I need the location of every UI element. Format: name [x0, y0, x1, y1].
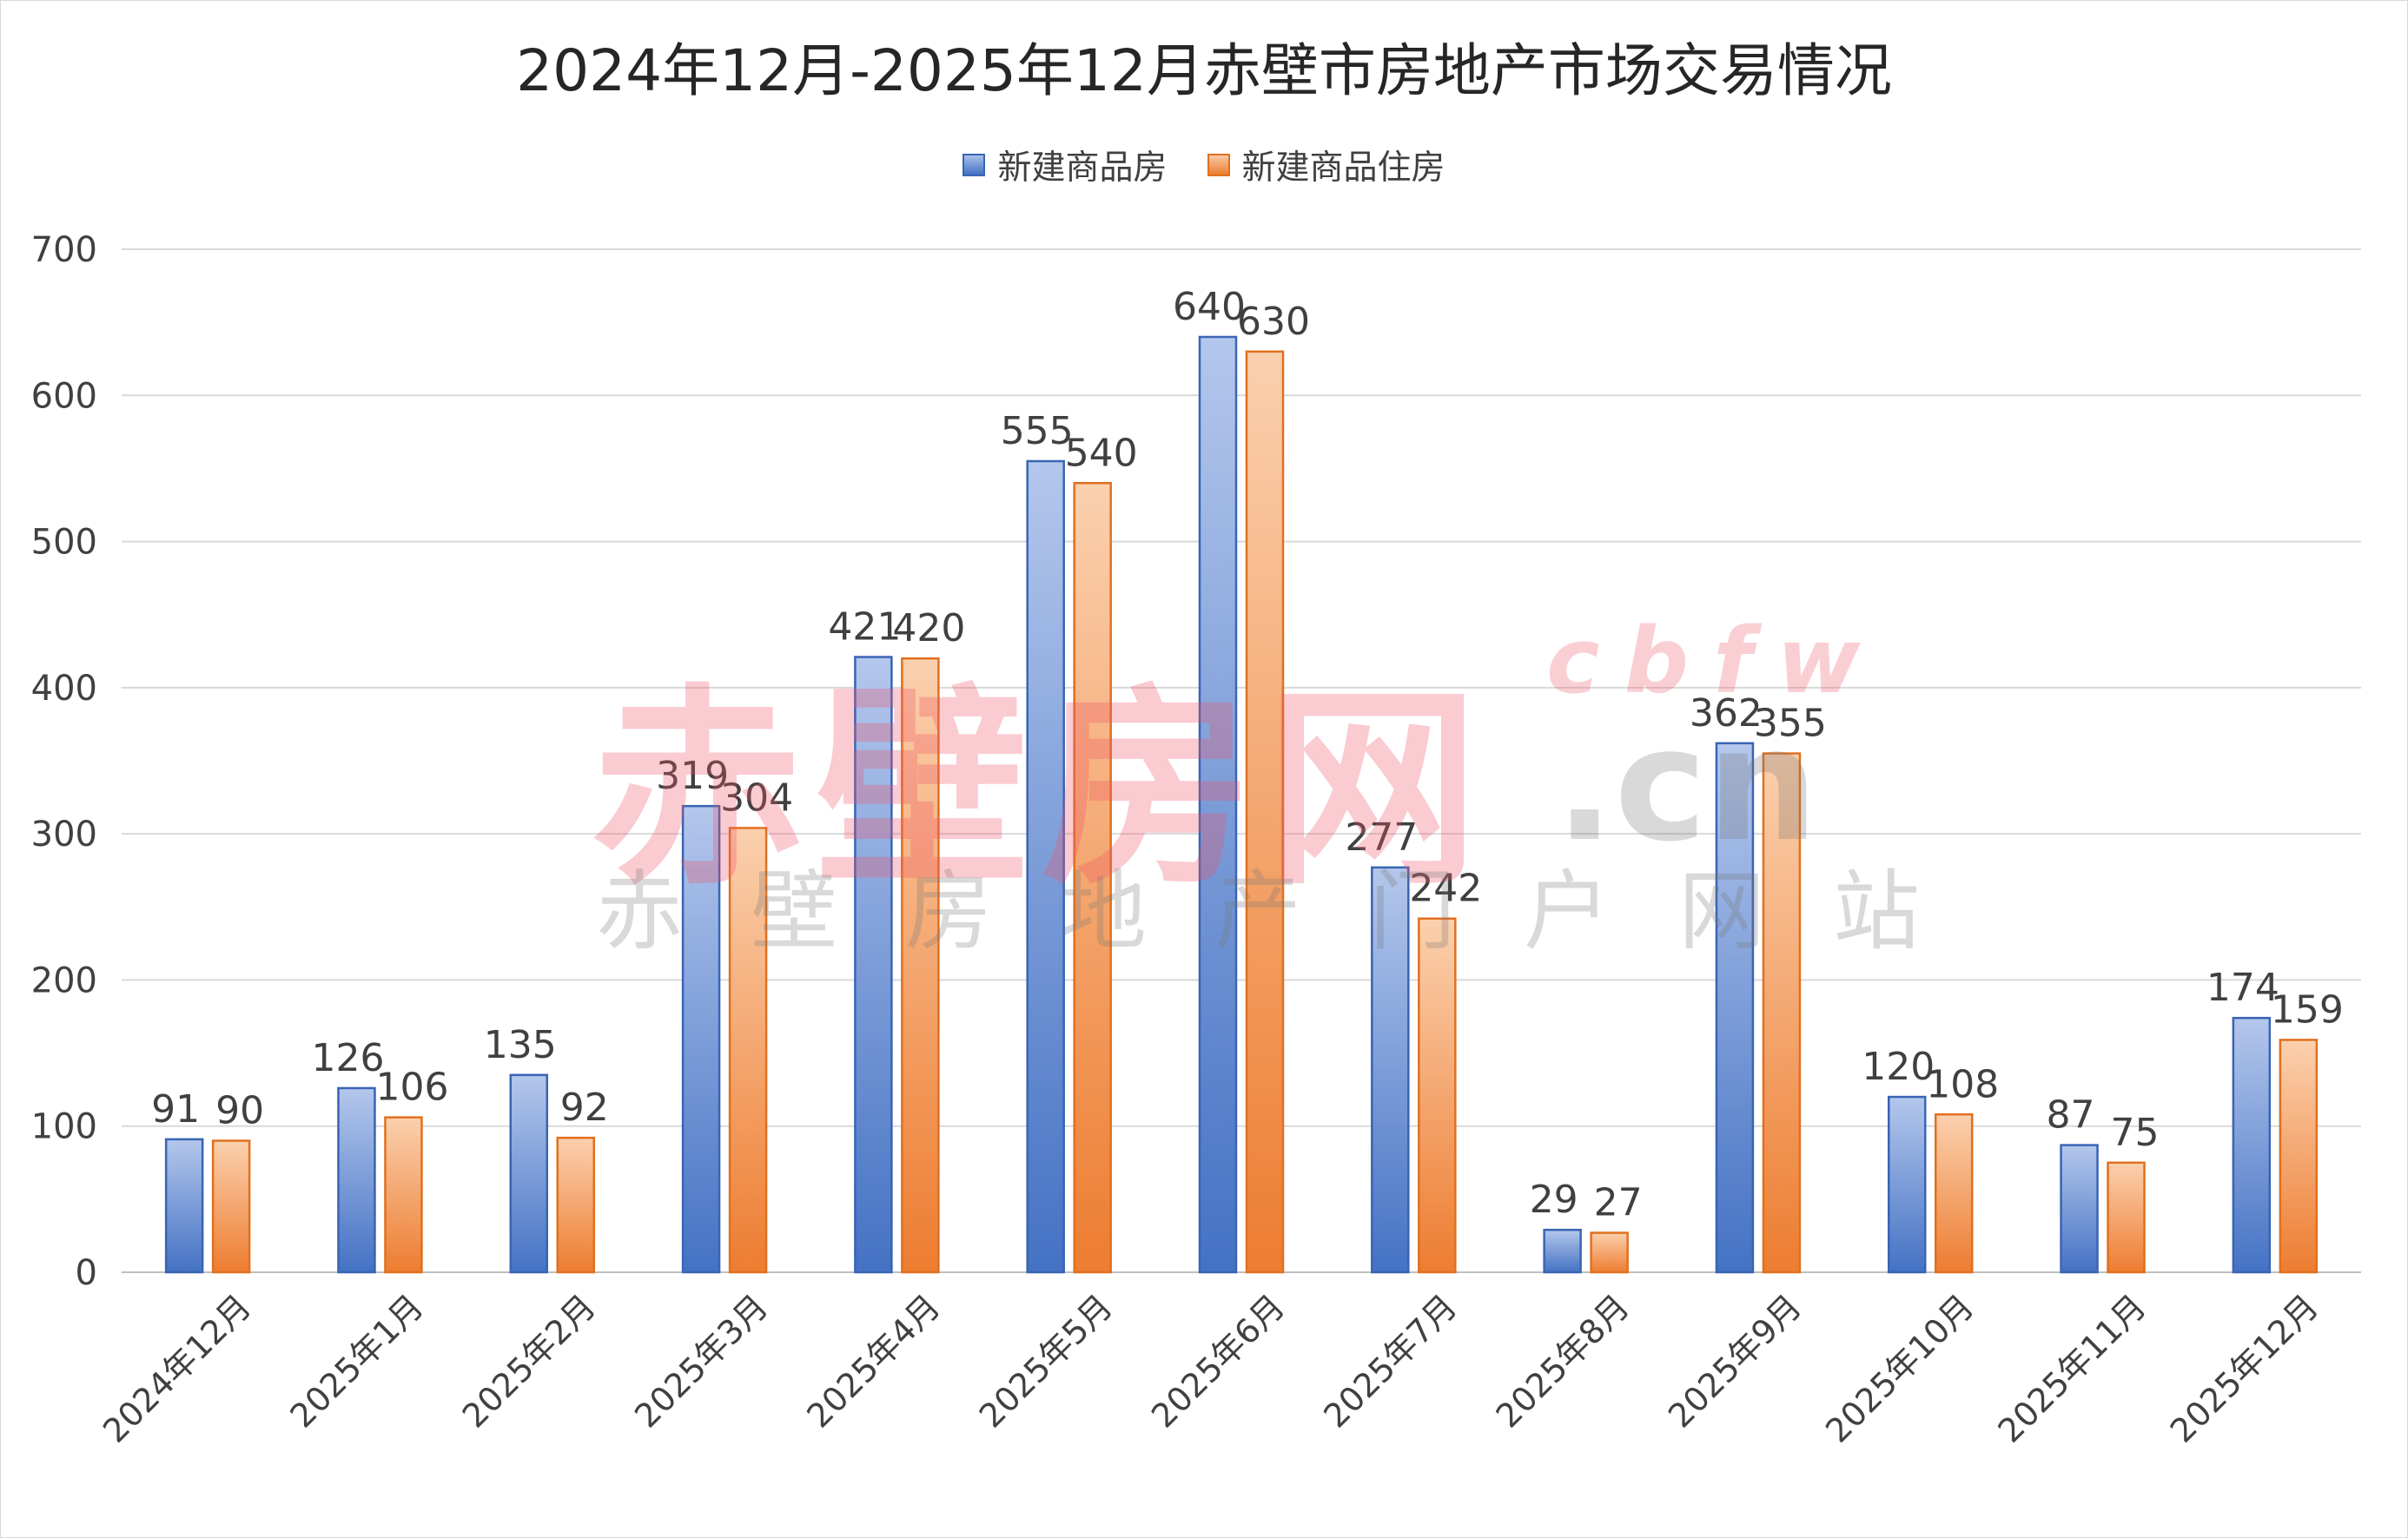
data-label-series-2: 630: [1237, 300, 1310, 344]
data-label-series-1: 87: [2047, 1093, 2095, 1138]
data-label-series-1: 29: [1530, 1178, 1578, 1222]
bar-series-1: [1371, 866, 1410, 1274]
bar-series-1: [509, 1073, 549, 1274]
legend-item-series-2: 新建商品住房: [1207, 141, 1445, 189]
bar-series-1: [854, 656, 893, 1274]
y-tick-label: 0: [76, 1253, 97, 1293]
bar-series-2: [2279, 1039, 2319, 1274]
watermark-subtitle: 赤壁房地产门户网站: [596, 861, 1988, 962]
x-tick-label: 2025年11月: [1990, 1287, 2153, 1449]
bar-series-2: [384, 1116, 423, 1274]
bar-series-1: [1715, 742, 1755, 1274]
y-tick-label: 700: [31, 230, 97, 270]
legend-swatch-series-2: [1207, 154, 1230, 176]
x-tick-label: 2025年12月: [2163, 1287, 2325, 1449]
legend-item-series-1: 新建商品房: [963, 141, 1168, 189]
x-tick-label: 2024年12月: [96, 1287, 258, 1449]
bars: [164, 335, 2319, 1274]
data-label-series-2: 242: [1409, 867, 1482, 911]
legend: 新建商品房 新建商品住房: [0, 141, 2408, 189]
x-tick-label: 2025年4月: [799, 1287, 947, 1435]
bar-series-2: [211, 1139, 251, 1274]
bar-series-1: [1543, 1228, 1582, 1274]
data-label-series-2: 304: [720, 776, 793, 820]
y-tick-label: 400: [31, 669, 97, 709]
bar-series-1: [337, 1086, 376, 1274]
data-label-series-1: 277: [1345, 815, 1418, 860]
bar-series-2: [556, 1136, 596, 1274]
y-tick-label: 600: [31, 376, 97, 416]
bar-series-2: [1073, 482, 1112, 1274]
bar-series-1: [164, 1138, 204, 1274]
x-tick-label: 2025年1月: [282, 1287, 430, 1435]
bar-series-2: [901, 657, 940, 1274]
data-label-series-2: 420: [892, 606, 965, 650]
x-axis: 2024年12月 2025年1月 2025年2月 2025年3月 2025年4月 2025…: [96, 1287, 2325, 1449]
watermark-url-bottom: .cn: [1555, 695, 1819, 876]
bar-series-2: [1934, 1113, 1974, 1274]
bar-series-1: [2060, 1144, 2099, 1274]
data-label-series-2: 540: [1065, 431, 1138, 475]
y-tick-label: 500: [31, 523, 97, 563]
x-tick-label: 2025年5月: [972, 1287, 1120, 1435]
bar-series-1: [1026, 459, 1065, 1274]
data-label-series-2: 75: [2111, 1111, 2160, 1155]
data-label-series-2: 108: [1926, 1062, 1999, 1106]
x-tick-label: 2025年6月: [1144, 1287, 1292, 1435]
y-tick-label: 300: [31, 815, 97, 855]
bar-series-2: [1245, 350, 1285, 1274]
y-tick-label: 100: [31, 1107, 97, 1147]
legend-label-series-1: 新建商品房: [997, 149, 1168, 188]
data-label-series-2: 90: [215, 1089, 264, 1133]
bar-series-2: [1590, 1231, 1629, 1274]
bar-series-1: [681, 804, 721, 1274]
y-tick-label: 200: [31, 960, 97, 1000]
data-label-series-2: 159: [2271, 987, 2344, 1032]
bar-series-2: [1418, 917, 1457, 1274]
x-tick-label: 2025年3月: [627, 1287, 775, 1435]
watermark-url-top: cbfw: [1546, 608, 1885, 714]
legend-swatch-series-1: [963, 154, 986, 176]
legend-label-series-2: 新建商品住房: [1241, 149, 1445, 188]
x-tick-label: 2025年8月: [1489, 1287, 1637, 1435]
bar-series-2: [1762, 752, 1802, 1274]
x-tick-label: 2025年2月: [455, 1287, 603, 1435]
data-label-series-1: 555: [1001, 409, 1074, 453]
x-tick-label: 2025年9月: [1661, 1287, 1809, 1435]
x-tick-label: 2025年10月: [1818, 1287, 1981, 1449]
chart-title: 2024年12月-2025年12月赤壁市房地产市场交易情况: [516, 37, 1892, 104]
data-label-series-2: 27: [1594, 1181, 1643, 1225]
data-label-series-1: 362: [1690, 691, 1763, 736]
bar-series-1: [1887, 1095, 1927, 1274]
data-label-series-2: 92: [560, 1086, 609, 1130]
data-label-series-2: 355: [1754, 702, 1827, 746]
data-label-series-1: 120: [1862, 1045, 1935, 1089]
data-label-series-2: 106: [375, 1066, 448, 1110]
gridlines: [122, 248, 2361, 1273]
data-label-series-1: 135: [484, 1023, 557, 1067]
data-label-series-1: 421: [828, 605, 901, 650]
bar-series-2: [2107, 1161, 2146, 1274]
data-label-series-1: 126: [311, 1036, 384, 1080]
bar-series-1: [1198, 335, 1238, 1274]
bar-series-2: [728, 827, 768, 1274]
x-tick-label: 2025年7月: [1316, 1287, 1464, 1435]
data-label-series-1: 319: [656, 754, 729, 798]
y-axis: 0 100 200 300 400 500 600 700: [31, 230, 97, 1293]
data-label-series-1: 174: [2206, 966, 2279, 1010]
data-label-series-1: 640: [1173, 285, 1246, 329]
data-label-series-1: 91: [151, 1087, 200, 1132]
watermark-main: 赤壁房网: [591, 666, 1491, 914]
bar-series-1: [2232, 1016, 2272, 1274]
